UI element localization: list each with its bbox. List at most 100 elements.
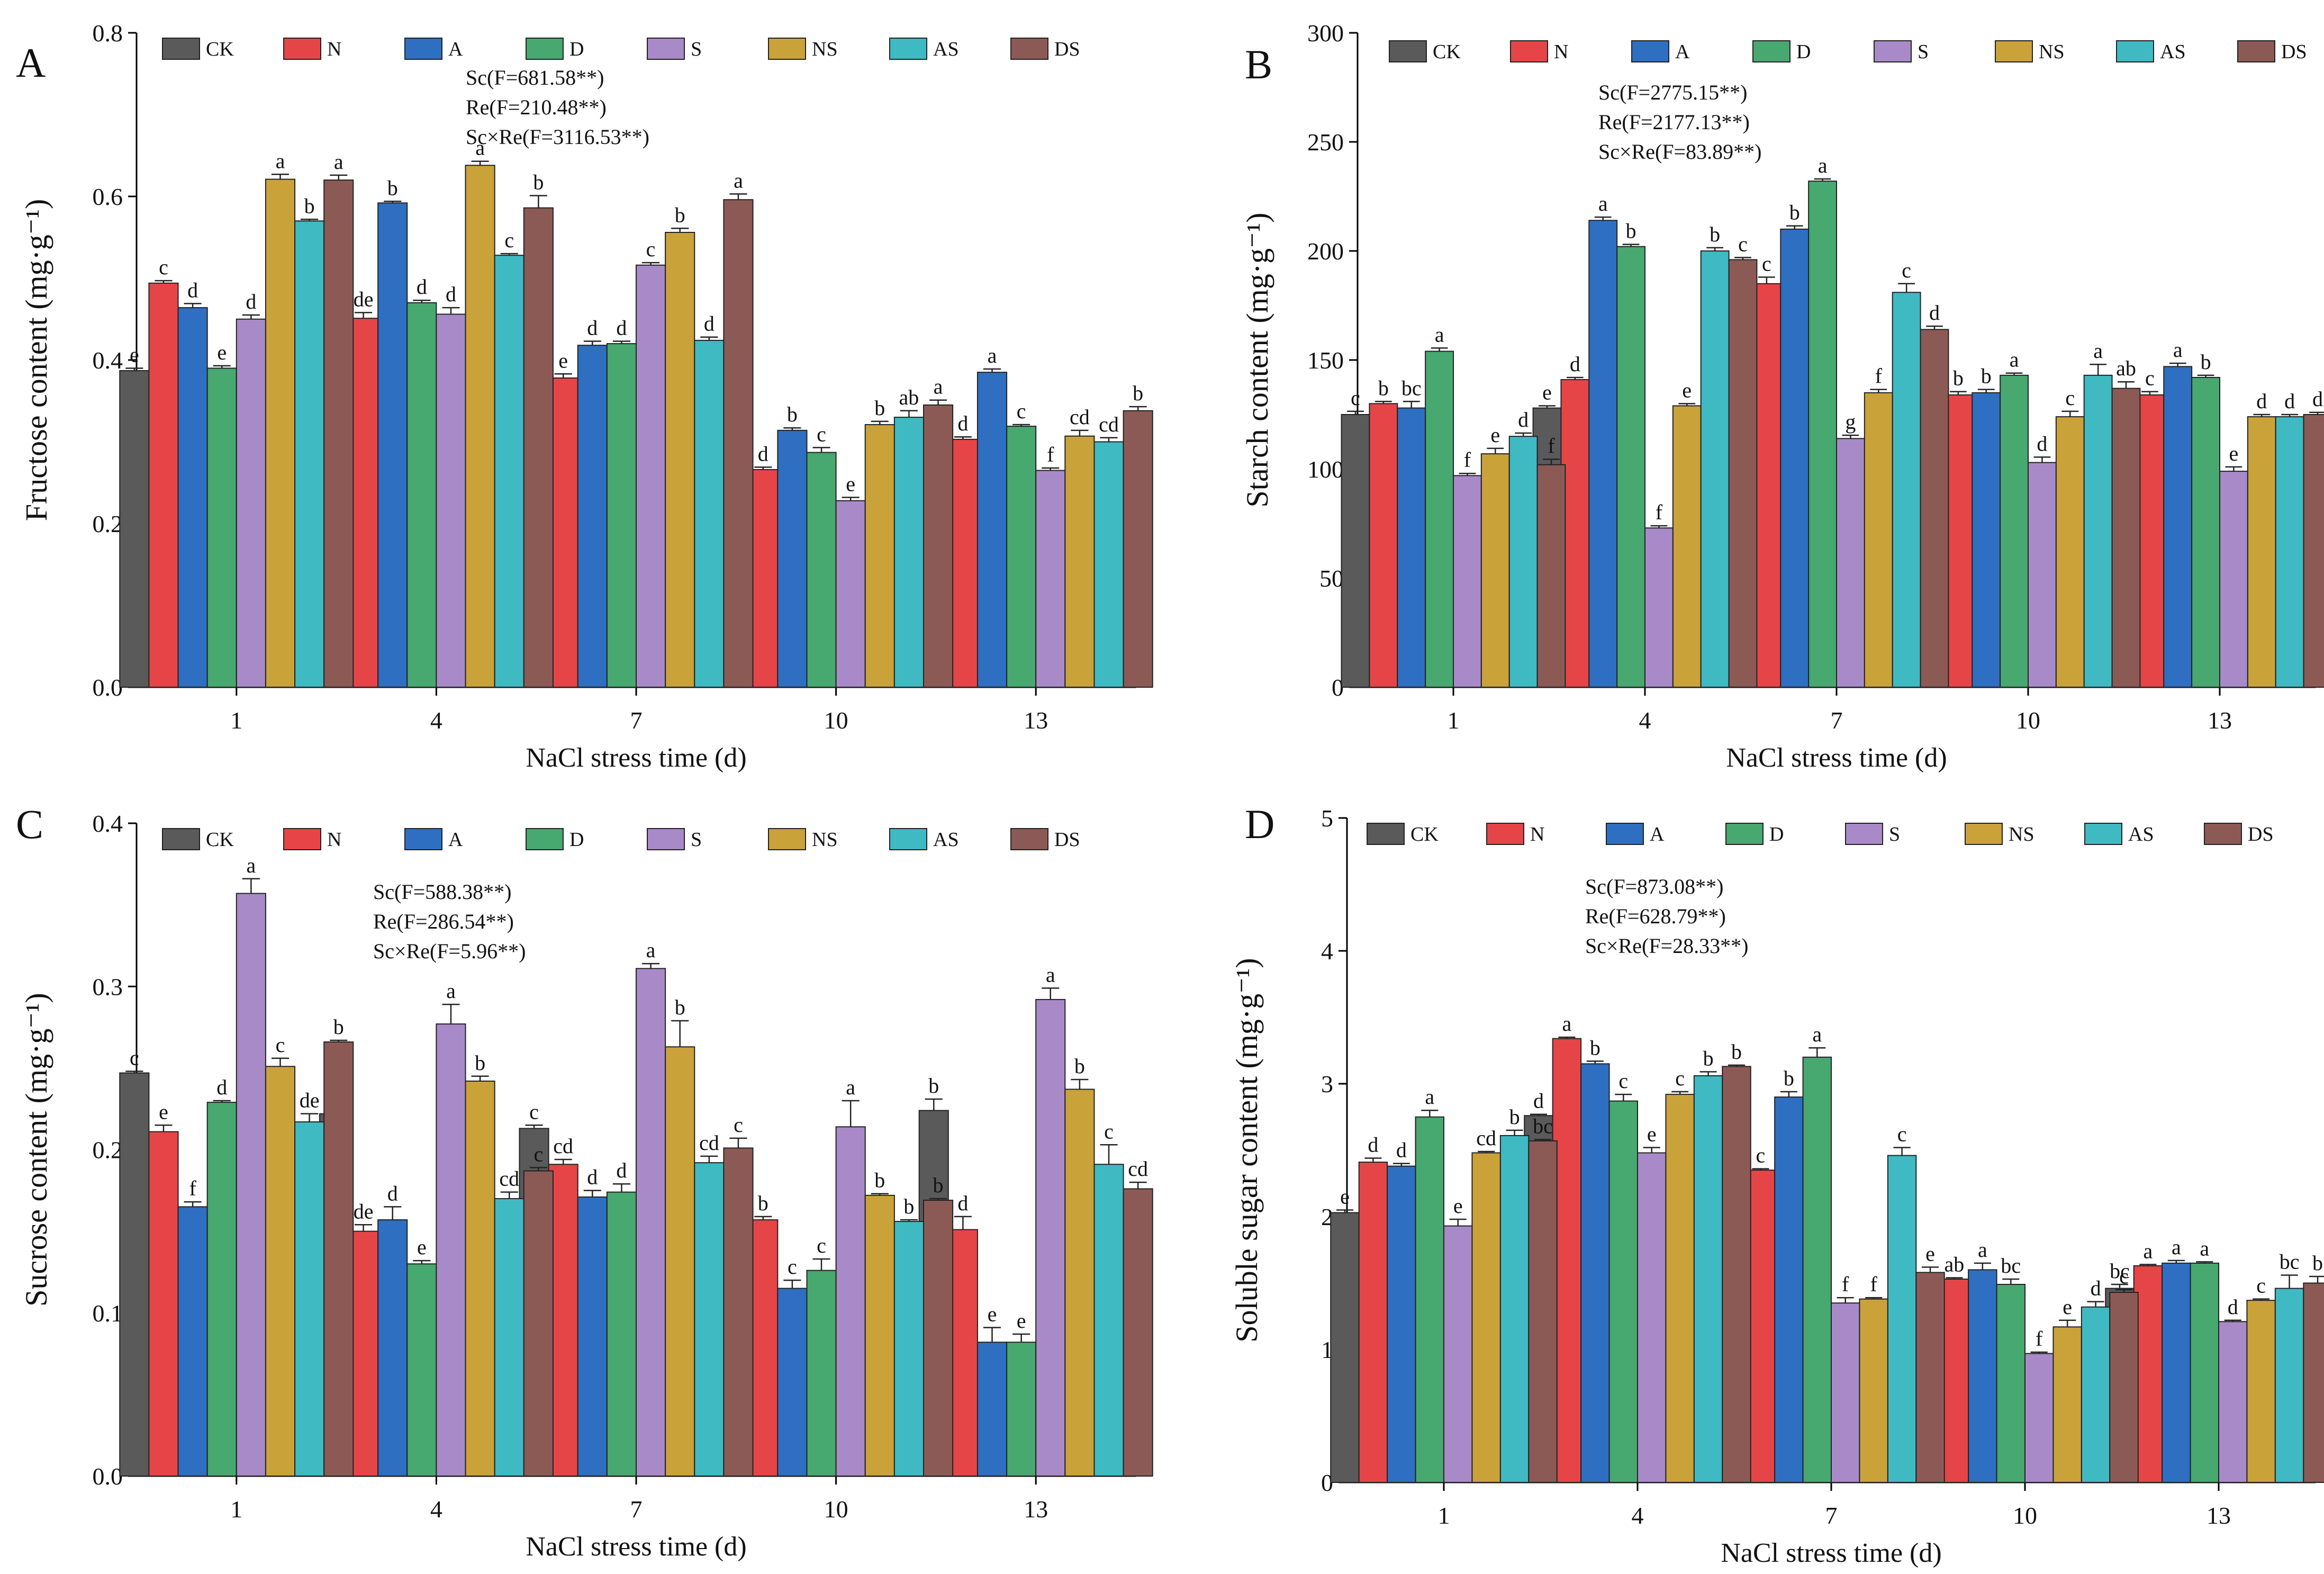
- bar: [1425, 350, 1454, 688]
- legend-swatch: [1486, 823, 1524, 845]
- significance-letter: b: [928, 1074, 939, 1098]
- y-axis-label: Starch content (mg·g⁻¹): [1240, 213, 1274, 508]
- bar: [636, 264, 666, 688]
- bar: [206, 1102, 237, 1477]
- bar: [1644, 527, 1674, 688]
- bar: [2052, 1326, 2082, 1483]
- significance-letter: c: [1351, 386, 1360, 410]
- significance-letter: c: [159, 255, 168, 279]
- significance-letter: bc: [2001, 1254, 2021, 1278]
- legend-swatch: [1874, 40, 1912, 62]
- significance-letter: e: [846, 472, 855, 496]
- f-statistic-annotation: Sc(F=2775.15**): [1598, 80, 1747, 104]
- bar: [835, 500, 866, 688]
- bar: [2111, 388, 2141, 688]
- significance-letter: b: [1981, 364, 1992, 388]
- significance-letter: d: [2037, 431, 2047, 455]
- significance-letter: d: [1368, 1133, 1378, 1157]
- significance-letter: c: [817, 1234, 826, 1257]
- bar: [1968, 1269, 1997, 1483]
- legend-label: A: [448, 38, 463, 60]
- f-statistic-annotation: Re(F=286.54**): [373, 910, 514, 933]
- legend-swatch: [768, 38, 806, 60]
- significance-letter: a: [1812, 1022, 1822, 1046]
- bar: [777, 1288, 808, 1477]
- significance-letter: b: [1509, 1105, 1520, 1129]
- bar: [148, 1131, 179, 1477]
- bar: [2191, 376, 2220, 688]
- significance-letter: a: [1818, 154, 1828, 177]
- bar: [2055, 416, 2085, 688]
- legend-label: NS: [812, 829, 838, 851]
- y-tick-label: 0.2: [93, 510, 123, 537]
- legend-swatch: [283, 828, 321, 850]
- bar: [1330, 1212, 1360, 1483]
- significance-letter: cd: [1099, 412, 1119, 436]
- significance-letter: bc: [1401, 376, 1422, 400]
- significance-letter: c: [1902, 258, 1911, 282]
- panel-label: A: [16, 40, 46, 86]
- y-tick-label: 0: [1332, 674, 1344, 701]
- y-tick-label: 0.0: [93, 1463, 123, 1490]
- legend-swatch: [1010, 38, 1048, 60]
- significance-letter: b: [758, 1191, 768, 1215]
- y-tick-label: 4: [1321, 938, 1333, 965]
- bar: [636, 968, 666, 1477]
- bar: [1808, 181, 1837, 688]
- bar: [1387, 1165, 1416, 1483]
- significance-letter: a: [1435, 322, 1444, 346]
- significance-letter: b: [475, 1051, 485, 1075]
- bar: [1508, 436, 1538, 688]
- legend-label: D: [569, 829, 584, 851]
- significance-letter: b: [787, 402, 798, 426]
- legend-label: CK: [206, 38, 234, 60]
- y-tick-label: 0.4: [93, 347, 123, 374]
- significance-letter: e: [159, 1100, 168, 1123]
- bar: [1064, 1089, 1095, 1477]
- significance-letter: d: [587, 1165, 598, 1189]
- x-axis-label: NaCl stress time (d): [526, 1532, 746, 1562]
- legend-label: DS: [1054, 38, 1080, 60]
- significance-letter: c: [1675, 1066, 1685, 1090]
- bar: [1780, 228, 1810, 688]
- bar: [1616, 246, 1645, 688]
- significance-letter: d: [2256, 389, 2267, 413]
- significance-letter: c: [817, 422, 826, 446]
- bar: [1580, 1063, 1610, 1483]
- significance-letter: a: [1978, 1238, 1987, 1262]
- bar: [864, 424, 895, 688]
- significance-letter: e: [1490, 423, 1500, 447]
- bar: [1397, 407, 1426, 688]
- significance-letter: a: [646, 938, 656, 962]
- legend-label: S: [691, 829, 702, 851]
- significance-letter: b: [874, 1168, 885, 1192]
- legend-label: DS: [2281, 41, 2307, 63]
- bar: [1093, 1164, 1124, 1477]
- significance-letter: f: [1656, 500, 1663, 524]
- y-tick-label: 5: [1321, 805, 1333, 832]
- legend-swatch: [647, 828, 685, 850]
- significance-letter: d: [1533, 1089, 1544, 1113]
- bar: [465, 1081, 495, 1477]
- bar: [265, 1066, 296, 1477]
- significance-letter: cd: [499, 1167, 519, 1191]
- legend-swatch: [162, 828, 200, 850]
- y-tick-label: 50: [1319, 565, 1344, 592]
- significance-letter: b: [333, 1015, 344, 1039]
- significance-letter: d: [187, 278, 198, 302]
- significance-letter: a: [734, 168, 743, 192]
- significance-letter: b: [533, 170, 544, 194]
- legend-swatch: [1752, 40, 1791, 62]
- bar: [523, 207, 554, 688]
- significance-letter: a: [2200, 1236, 2209, 1260]
- bar: [1693, 1075, 1723, 1483]
- bar: [1453, 475, 1482, 688]
- significance-letter: c: [1756, 1144, 1766, 1167]
- f-statistic-annotation: Sc×Re(F=83.89**): [1598, 140, 1761, 164]
- bar: [1035, 470, 1066, 688]
- significance-letter: bc: [1533, 1114, 1553, 1138]
- y-tick-label: 0.1: [93, 1300, 123, 1327]
- bar: [1093, 441, 1124, 688]
- significance-letter: d: [216, 1075, 227, 1099]
